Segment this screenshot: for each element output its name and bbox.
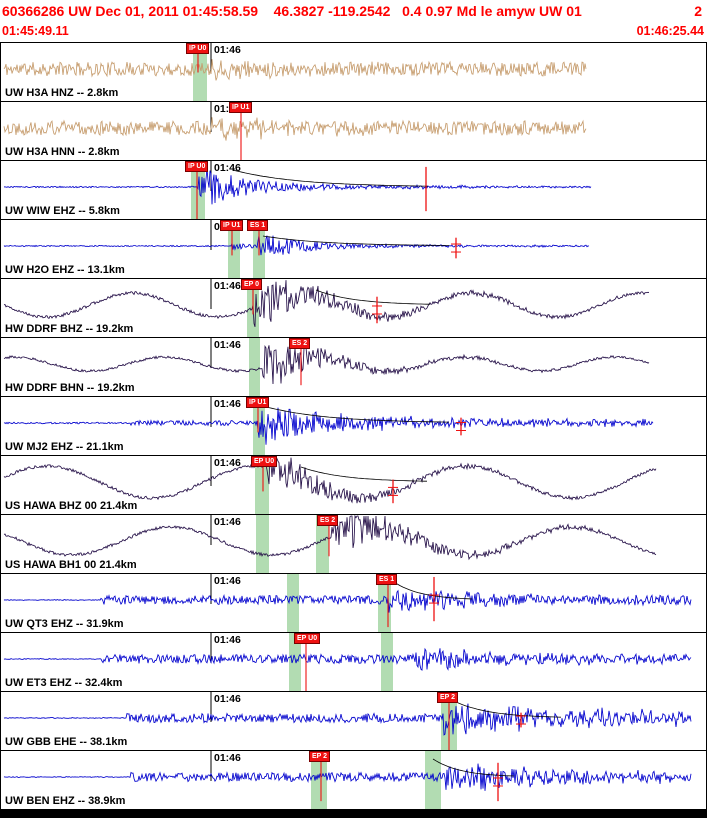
trace-panel-mj2-ehz[interactable]: 01:46 IP U1 UW MJ2 EHZ -- 21.1km [1,397,706,456]
minute-tick-label: 01:46 [214,162,241,174]
waveform-plot [3,515,657,573]
phase-pick-flag[interactable]: EP U0 [294,633,321,644]
phase-pick-flag[interactable]: ES 1 [376,574,398,585]
station-label: HW DDRF BHN -- 19.2km [5,382,135,394]
waveform-plot [3,43,587,101]
station-label: UW QT3 EHZ -- 31.9km [5,618,124,630]
station-label: US HAWA BHZ 00 21.4km [5,500,138,512]
trace-panel-et3-ehz[interactable]: 01:46 EP U0 UW ET3 EHZ -- 32.4km [1,633,706,692]
station-label: UW WIW EHZ -- 5.8km [5,205,120,217]
phase-pick-flag[interactable]: EP 0 [241,279,263,290]
station-label: UW H3A HNZ -- 2.8km [5,87,119,99]
minute-tick-label: 01:46 [214,752,241,764]
trace-panel-hawa-bhz[interactable]: 01:46 EP U0 US HAWA BHZ 00 21.4km [1,456,706,515]
trace-panel-ddrf-bhz[interactable]: 01:46 EP 0 HW DDRF BHZ -- 19.2km [1,279,706,338]
minute-tick-label: 01:46 [214,339,241,351]
phase-pick-flag[interactable]: IP U0 [185,161,209,172]
trace-panel-ben-ehz[interactable]: 01:46 EP 2 UW BEN EHZ -- 38.9km [1,751,706,810]
trace-panel-wiw-ehz[interactable]: 01:46 IP U0 UW WIW EHZ -- 5.8km [1,161,706,220]
waveform-plot [3,574,692,632]
minute-tick-label: 01:46 [214,693,241,705]
window-start-time: 01:45:49.11 [2,24,69,38]
phase-pick-flag[interactable]: ES 2 [289,338,311,349]
event-header-title: 60366286 UW Dec 01, 2011 01:45:58.59 46.… [2,3,582,19]
minute-tick-label: 01:46 [214,575,241,587]
station-label: UW GBB EHE -- 38.1km [5,736,128,748]
waveform-plot [3,397,654,455]
waveform-plot [3,456,657,514]
minute-tick-label: 01:46 [214,457,241,469]
phase-pick-flag[interactable]: EP 2 [437,692,459,703]
trace-panel-h3a-hnn[interactable]: 01:46 IP U1 UW H3A HNN -- 2.8km [1,102,706,161]
station-label: UW H3A HNN -- 2.8km [5,146,120,158]
waveform-plot [3,692,692,750]
phase-pick-flag[interactable]: EP U0 [251,456,278,467]
panels-area: 01:46 IP U0 UW H3A HNZ -- 2.8km 01:46 IP U1 U… [0,42,707,810]
station-label: UW MJ2 EHZ -- 21.1km [5,441,124,453]
station-label: UW ET3 EHZ -- 32.4km [5,677,123,689]
minute-tick-label: 01:46 [214,516,241,528]
trace-panel-gbb-ehe[interactable]: 01:46 EP 2 UW GBB EHE -- 38.1km [1,692,706,751]
waveform-plot [3,751,692,809]
phase-pick-flag[interactable]: IP U1 [229,102,253,113]
phase-pick-flag[interactable]: EP 2 [309,751,331,762]
minute-tick-label: 01:46 [214,634,241,646]
bottom-scroll-bar[interactable] [0,809,707,818]
waveform-plot [3,161,592,219]
station-label: UW BEN EHZ -- 38.9km [5,795,126,807]
trace-panel-h3a-hnz[interactable]: 01:46 IP U0 UW H3A HNZ -- 2.8km [1,43,706,102]
trace-panel-qt3-ehz[interactable]: 01:46 ES 1 UW QT3 EHZ -- 31.9km [1,574,706,633]
window-end-time: 01:46:25.44 [636,24,704,38]
phase-pick-flag[interactable]: ES 1 [247,220,269,231]
minute-tick-label: 01:46 [214,280,241,292]
station-label: UW H2O EHZ -- 13.1km [5,264,125,276]
event-header-flag: 2 [694,3,702,19]
phase-pick-flag[interactable]: IP U1 [220,220,244,231]
waveform-plot [3,220,590,278]
phase-pick-flag[interactable]: ES 2 [317,515,339,526]
station-label: HW DDRF BHZ -- 19.2km [5,323,134,335]
waveform-plot [3,633,692,691]
trace-panel-ddrf-bhn[interactable]: 01:46 ES 2 HW DDRF BHN -- 19.2km [1,338,706,397]
trace-panel-hawa-bh1[interactable]: 01:46 ES 2 US HAWA BH1 00 21.4km [1,515,706,574]
phase-pick-flag[interactable]: IP U1 [246,397,270,408]
phase-pick-flag[interactable]: IP U0 [186,43,210,54]
station-label: US HAWA BH1 00 21.4km [5,559,137,571]
minute-tick-label: 01:46 [214,44,241,56]
minute-tick-label: 01:46 [214,398,241,410]
waveform-plot [3,279,650,337]
